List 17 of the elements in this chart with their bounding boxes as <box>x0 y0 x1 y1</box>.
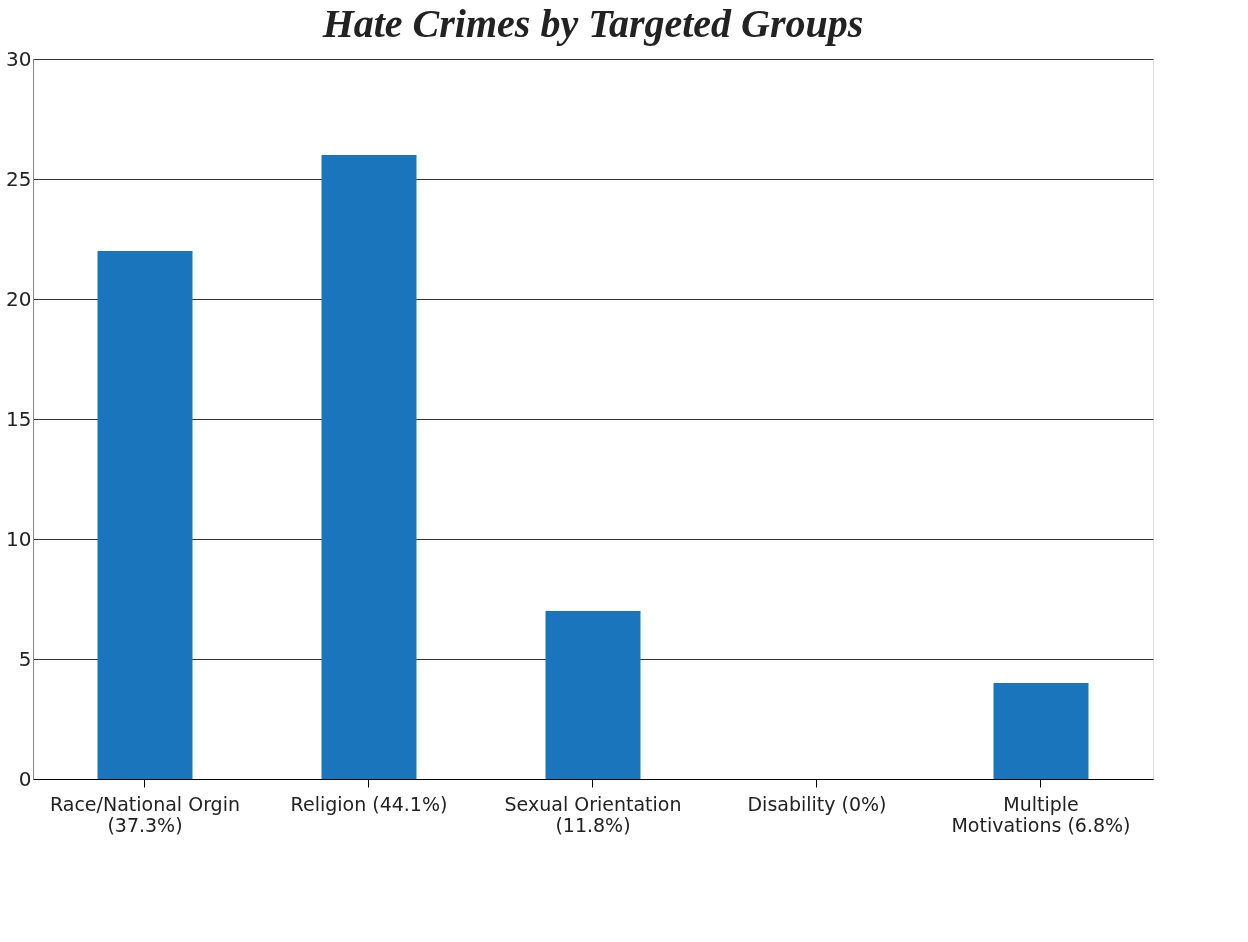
bar <box>545 611 641 779</box>
y-tick-label: 5 <box>18 646 32 671</box>
y-tick-label: 30 <box>6 46 32 71</box>
y-tick-label: 20 <box>6 286 32 311</box>
y-tick-label: 10 <box>6 526 32 551</box>
chart-title: Hate Crimes by Targeted Groups <box>321 1 864 46</box>
y-tick-label: 25 <box>6 166 32 191</box>
x-tick-label: Multiple Motivations (6.8%) <box>951 792 1131 836</box>
x-tick-label: Race/National Orgin (37.3%) <box>50 792 240 836</box>
bar <box>97 251 193 779</box>
bar <box>993 683 1089 779</box>
x-tick-label: Sexual Orientation (11.8%) <box>504 792 682 836</box>
y-tick-label: 15 <box>6 406 32 431</box>
y-tick-label: 0 <box>18 766 32 791</box>
bar <box>321 155 417 779</box>
x-tick-label: Religion (44.1%) <box>290 792 448 815</box>
x-tick-label: Disability (0%) <box>747 792 887 815</box>
